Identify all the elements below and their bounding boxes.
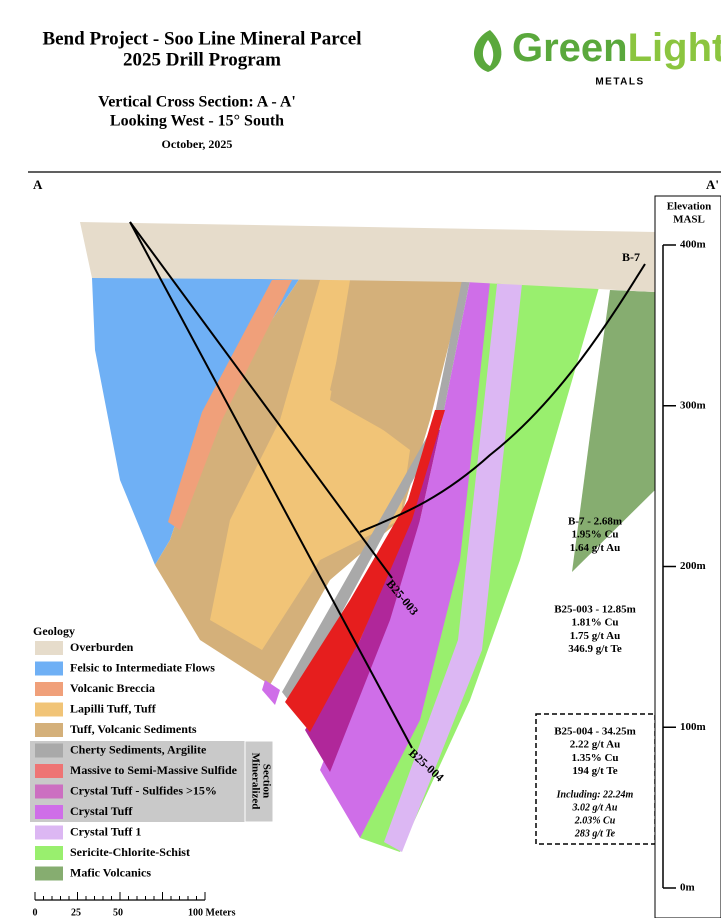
- intercept-line: 194 g/t Te: [572, 765, 617, 777]
- legend-swatch: [35, 785, 63, 799]
- scale-label: 50: [113, 907, 123, 918]
- intercept-line: 346.9 g/t Te: [568, 643, 622, 655]
- intercept-including: 2.03% Cu: [574, 815, 616, 826]
- scale-label: 25: [71, 907, 81, 918]
- intercept-line: 1.64 g/t Au: [570, 542, 620, 554]
- subtitle: Vertical Cross Section: A - A': [98, 94, 296, 111]
- logo-word: Light: [628, 26, 721, 70]
- elevation-label: 0m: [680, 882, 695, 894]
- elevation-panel: [655, 196, 721, 918]
- legend-swatch: [35, 867, 63, 881]
- elevation-label: 100m: [680, 721, 706, 733]
- legend-label: Sericite-Chlorite-Schist: [70, 845, 190, 859]
- legend-label: Crystal Tuff 1: [70, 824, 141, 838]
- legend-swatch: [35, 662, 63, 676]
- legend-swatch: [35, 846, 63, 860]
- legend-label: Volcanic Breccia: [70, 681, 155, 695]
- intercept-line: B25-004 - 34.25m: [554, 726, 636, 738]
- logo-text: GreenLight: [512, 26, 721, 70]
- legend-label: Crystal Tuff: [70, 804, 133, 818]
- page: Bend Project - Soo Line Mineral Parcel 2…: [0, 0, 721, 918]
- hole-label: B-7: [622, 250, 640, 264]
- intercept-line: 1.81% Cu: [571, 617, 618, 629]
- intercept-line: B25-003 - 12.85m: [554, 604, 636, 616]
- legend-swatch: [35, 764, 63, 778]
- legend-swatch: [35, 723, 63, 737]
- logo-sub: METALS: [595, 77, 644, 88]
- intercept-line: 1.95% Cu: [571, 529, 618, 541]
- legend-label: Crystal Tuff - Sulfides >15%: [70, 783, 217, 797]
- legend-swatch: [35, 744, 63, 758]
- legend-label: Mafic Volcanics: [70, 865, 151, 879]
- scale-label: 100 Meters: [188, 907, 236, 918]
- section-end: A': [706, 177, 719, 192]
- title: Bend Project - Soo Line Mineral Parcel: [42, 28, 361, 49]
- logo-word: Green: [512, 26, 628, 70]
- cross-section-sheet: Bend Project - Soo Line Mineral Parcel 2…: [0, 0, 721, 918]
- scale-label: 0: [33, 907, 38, 918]
- legend-swatch: [35, 826, 63, 840]
- elevation-label: 200m: [680, 560, 706, 572]
- legend-swatch: [35, 641, 63, 655]
- legend-label: Lapilli Tuff, Tuff: [70, 701, 157, 715]
- intercept-line: 2.22 g/t Au: [570, 739, 620, 751]
- legend-swatch: [35, 805, 63, 819]
- legend-label: Cherty Sediments, Argilite: [70, 742, 207, 756]
- elevation-title: MASL: [673, 214, 705, 226]
- legend-title: Geology: [33, 624, 75, 638]
- mineralized-label: Mineralized: [249, 753, 261, 810]
- legend-label: Overburden: [70, 640, 134, 654]
- title: 2025 Drill Program: [123, 49, 281, 70]
- intercept-line: B-7 - 2.68m: [568, 516, 622, 528]
- legend-swatch: [35, 682, 63, 696]
- elevation-label: 300m: [680, 399, 706, 411]
- section-end: A: [33, 177, 43, 192]
- subtitle: Looking West - 15° South: [110, 113, 284, 130]
- intercept-line: 1.35% Cu: [571, 752, 618, 764]
- elevation-label: 400m: [680, 239, 706, 251]
- date: October, 2025: [162, 137, 233, 151]
- intercept-line: 1.75 g/t Au: [570, 630, 620, 642]
- legend-swatch: [35, 703, 63, 717]
- intercept-including: Including: 22.24m: [556, 789, 634, 800]
- intercept-including: 3.02 g/t Au: [572, 802, 618, 813]
- elevation-title: Elevation: [667, 201, 712, 213]
- legend-label: Massive to Semi-Massive Sulfide: [70, 763, 238, 777]
- mineralized-label: Section: [260, 764, 272, 798]
- legend-label: Felsic to Intermediate Flows: [70, 660, 215, 674]
- intercept-including: 283 g/t Te: [574, 828, 616, 839]
- legend-label: Tuff, Volcanic Sediments: [70, 722, 197, 736]
